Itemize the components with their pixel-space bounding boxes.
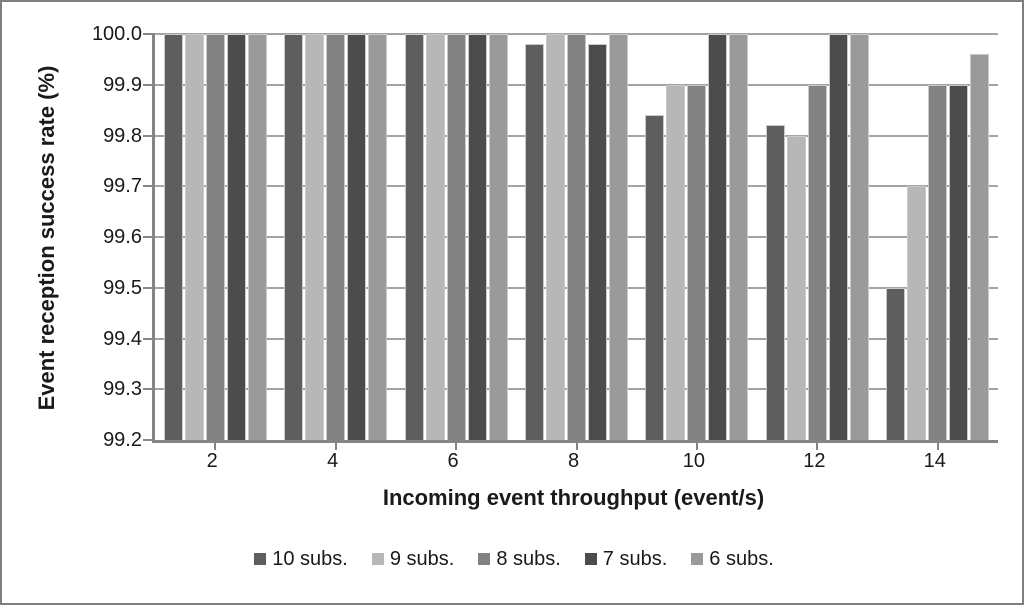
x-tick-label: 10 xyxy=(682,450,706,472)
legend-label: 10 subs. xyxy=(272,548,348,570)
bar xyxy=(907,186,927,440)
x-tick-label: 4 xyxy=(327,450,339,472)
bar xyxy=(326,34,346,440)
x-tick-label: 12 xyxy=(803,450,826,472)
bar xyxy=(446,34,466,440)
legend-label: 6 subs. xyxy=(709,548,774,570)
y-axis-tick xyxy=(143,388,155,391)
bar-group xyxy=(516,34,636,440)
bar xyxy=(587,44,607,440)
bar xyxy=(163,34,183,440)
x-axis-tick xyxy=(695,443,698,450)
legend-item: 8 subs. xyxy=(478,547,561,571)
bar xyxy=(849,34,869,440)
x-axis-tick-labels: 2 4 6 8 10 12 14 xyxy=(152,449,995,475)
bar xyxy=(645,115,665,440)
y-tick-label: 100.0 xyxy=(91,23,142,45)
bar-group xyxy=(155,34,275,440)
x-tick-label: 8 xyxy=(567,450,580,472)
y-tick-label: 99.4 xyxy=(103,327,142,350)
x-tick-label: 2 xyxy=(206,450,218,472)
x-axis-tick xyxy=(936,443,939,450)
bar xyxy=(347,34,367,440)
legend-swatch-icon xyxy=(584,553,597,565)
bar-group xyxy=(637,34,757,440)
bar xyxy=(729,34,749,440)
y-axis-tick xyxy=(143,83,155,86)
legend: 10 subs. 9 subs. 8 subs. 7 subs. 6 subs. xyxy=(2,547,1022,571)
bar xyxy=(786,135,806,440)
bar-group xyxy=(878,34,998,440)
bar xyxy=(425,34,445,440)
y-axis-tick xyxy=(143,439,155,441)
bar xyxy=(807,84,827,440)
bar xyxy=(666,84,686,440)
legend-label: 7 subs. xyxy=(602,548,668,570)
bar xyxy=(467,34,487,440)
bar xyxy=(305,34,325,440)
bar-group xyxy=(275,34,395,440)
x-axis-tick xyxy=(455,443,458,450)
bar xyxy=(247,34,267,440)
bar xyxy=(284,34,304,440)
bar-group xyxy=(396,34,516,440)
legend-item: 7 subs. xyxy=(584,547,668,571)
y-tick-label: 99.3 xyxy=(103,378,142,401)
bar xyxy=(949,84,969,440)
x-axis-tick xyxy=(816,443,819,450)
legend-label: 8 subs. xyxy=(496,548,561,570)
y-axis-tick xyxy=(143,286,155,289)
x-axis-tick xyxy=(575,443,578,450)
y-axis-tick xyxy=(143,337,155,340)
legend-swatch-icon xyxy=(254,553,267,565)
legend-swatch-icon xyxy=(691,553,704,565)
bar xyxy=(488,34,508,440)
bar xyxy=(524,44,544,440)
bar xyxy=(765,125,785,440)
bar xyxy=(205,34,225,440)
bar xyxy=(828,34,848,440)
legend-item: 10 subs. xyxy=(254,547,348,571)
legend-label: 9 subs. xyxy=(389,548,455,570)
y-tick-label: 99.2 xyxy=(103,429,142,451)
bar xyxy=(708,34,728,440)
bar-group xyxy=(757,34,877,440)
x-axis-title: Incoming event throughput (event/s) xyxy=(382,485,765,510)
x-tick-label: 6 xyxy=(447,450,459,472)
y-tick-label: 99.9 xyxy=(103,73,142,96)
bar xyxy=(566,34,586,440)
x-axis-tick xyxy=(334,443,337,450)
bar xyxy=(184,34,204,440)
bar xyxy=(928,84,948,440)
y-tick-label: 99.5 xyxy=(103,276,142,299)
y-axis-tick xyxy=(143,134,155,137)
x-tick-label: 14 xyxy=(923,450,946,472)
y-tick-label: 99.7 xyxy=(103,175,142,198)
y-tick-label: 99.6 xyxy=(103,226,142,248)
bar xyxy=(226,34,246,440)
y-axis-tick xyxy=(143,33,155,35)
bar xyxy=(886,287,906,440)
bar xyxy=(687,84,707,440)
legend-swatch-icon xyxy=(371,553,384,565)
y-axis-tick-labels: 100.0 99.9 99.8 99.7 99.6 99.5 99.4 99.3 99.2 xyxy=(57,23,142,451)
y-axis-tick xyxy=(143,236,155,238)
plot-area xyxy=(143,33,998,450)
y-tick-label: 99.8 xyxy=(103,124,142,147)
legend-swatch-icon xyxy=(478,553,491,565)
bar xyxy=(368,34,388,440)
bar xyxy=(608,34,628,440)
bar xyxy=(545,34,565,440)
x-axis-tick xyxy=(214,443,217,450)
legend-item: 9 subs. xyxy=(371,547,455,571)
y-axis-title: Event reception success rate (%) xyxy=(34,65,59,411)
legend-item: 6 subs. xyxy=(691,547,774,571)
bar xyxy=(404,34,424,440)
y-axis-tick xyxy=(143,185,155,188)
bar xyxy=(970,54,990,440)
